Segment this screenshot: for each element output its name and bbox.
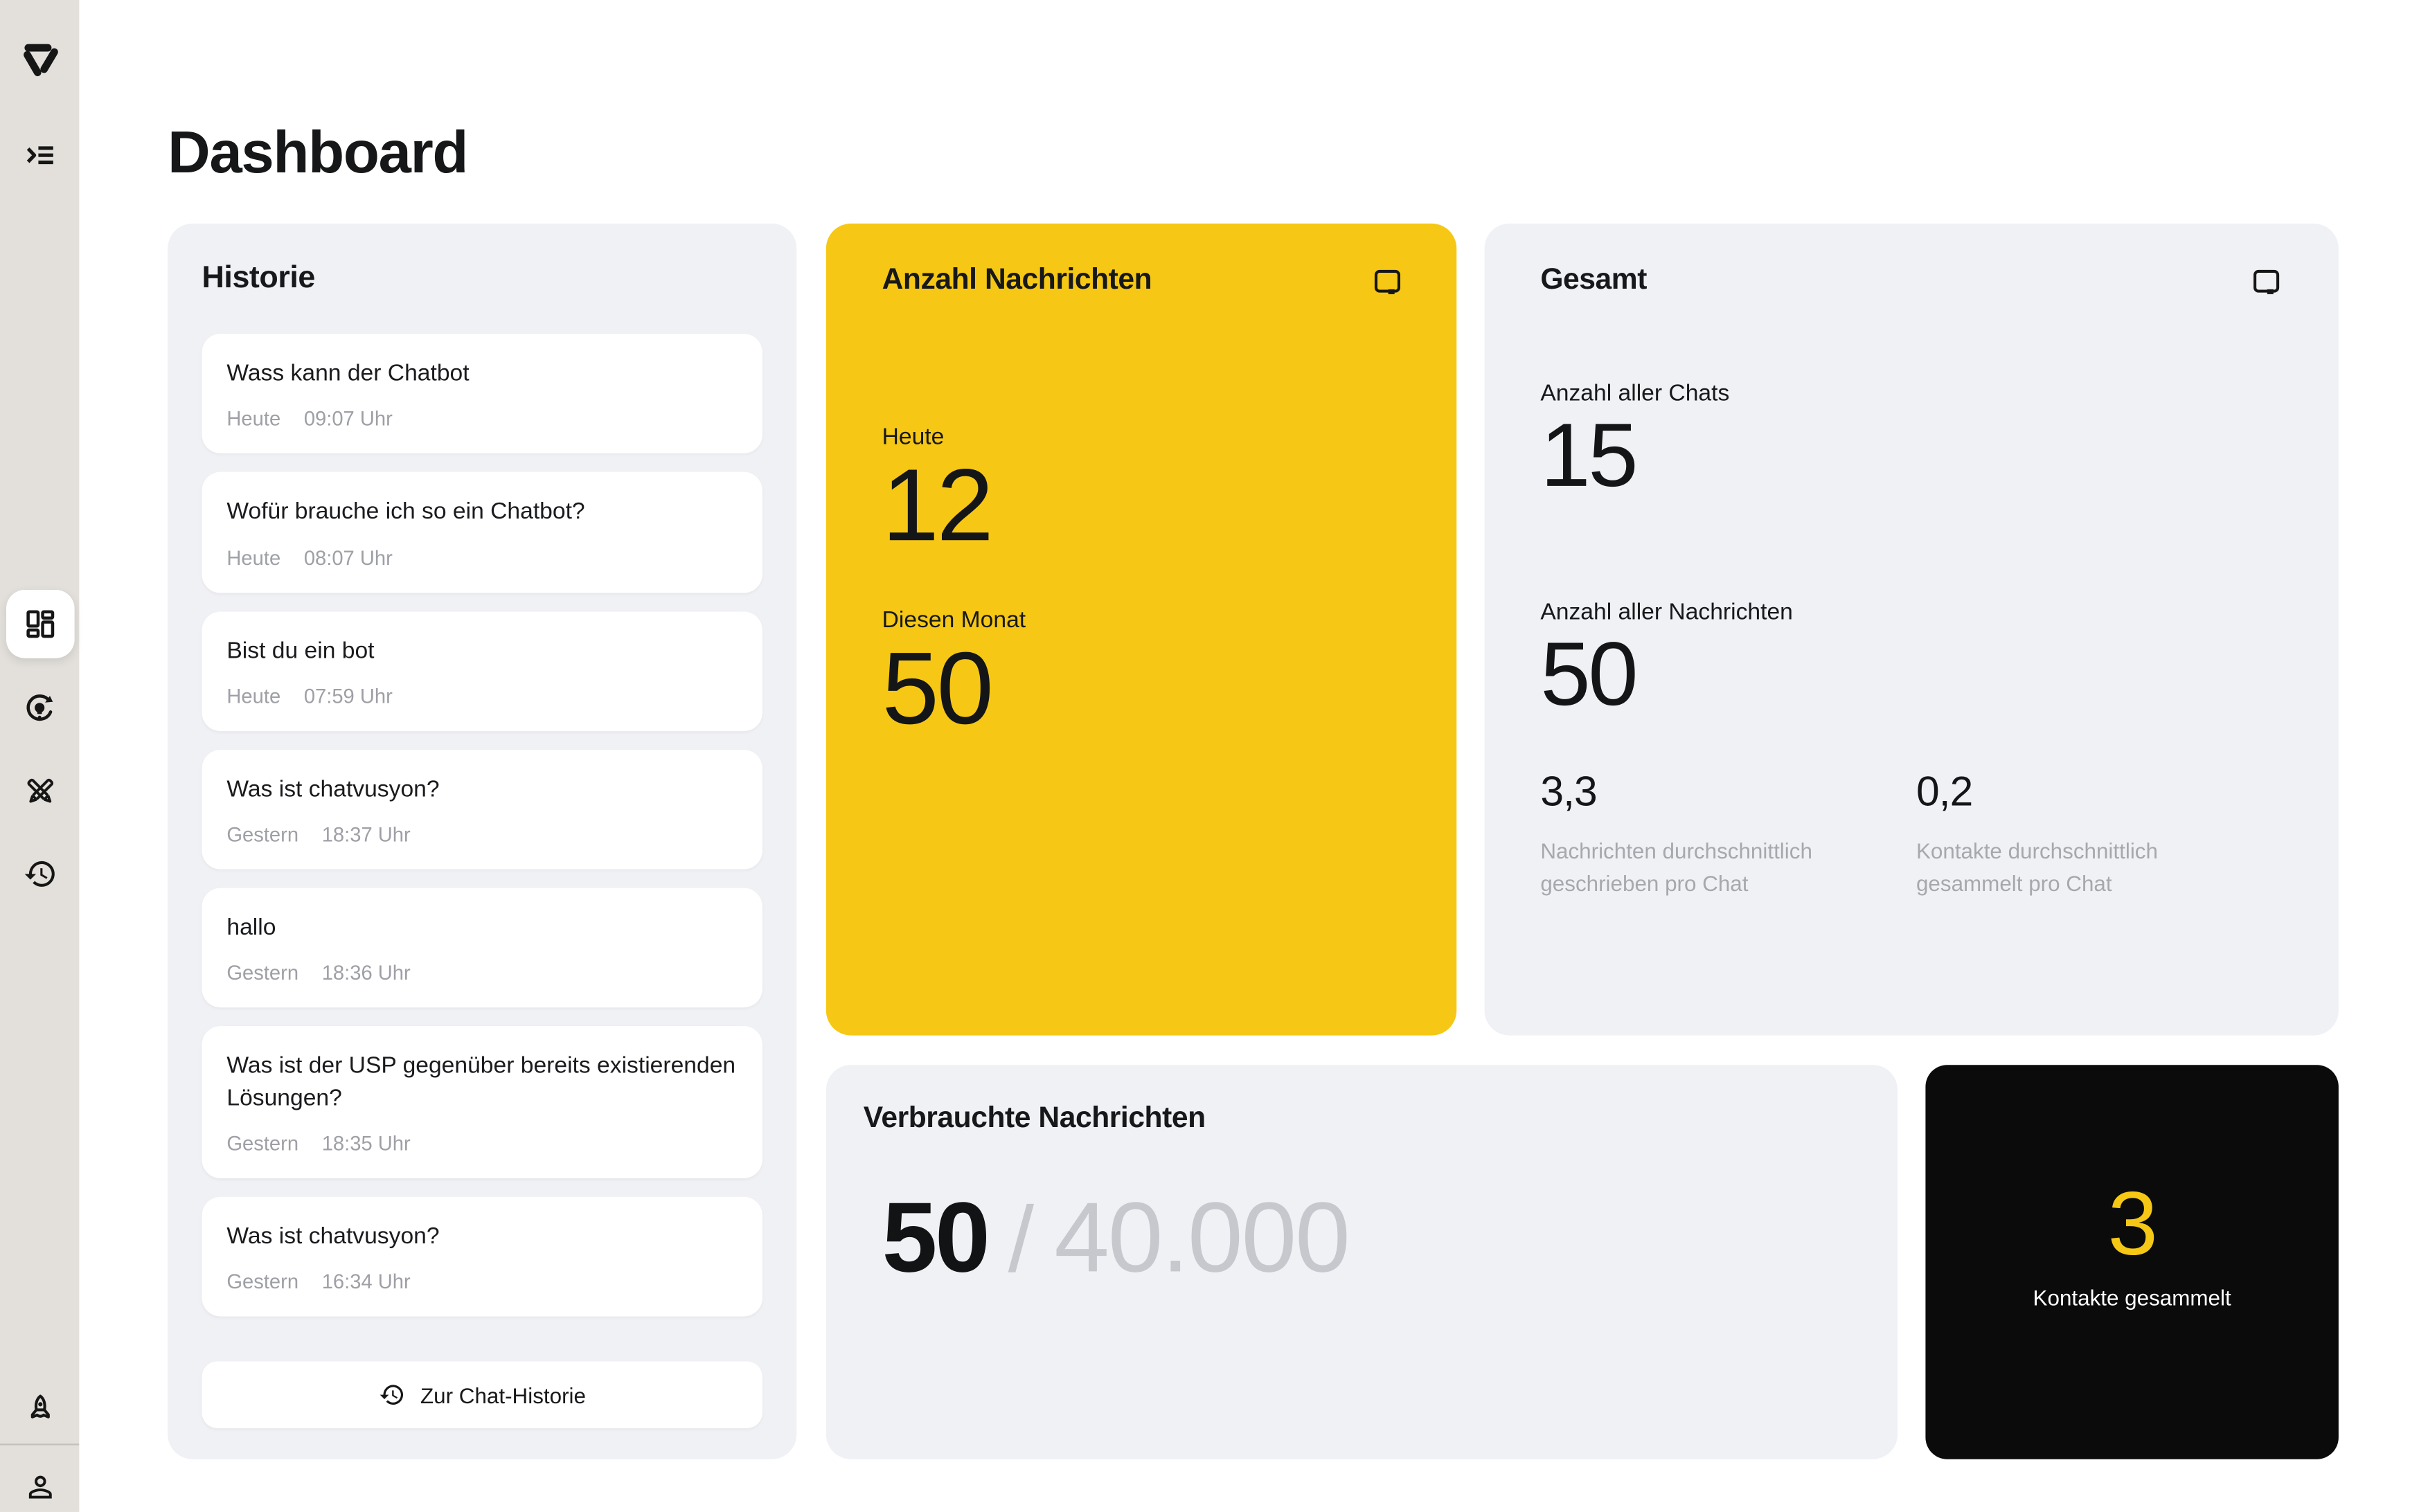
- messages-today-value: 12: [882, 447, 994, 562]
- usage-card-title: Verbrauchte Nachrichten: [863, 1102, 1206, 1135]
- chat-day: Gestern: [226, 1131, 299, 1155]
- brand-logo[interactable]: [12, 31, 68, 87]
- chat-day: Gestern: [226, 822, 299, 847]
- design-tools-icon: [23, 775, 57, 809]
- chat-title: Wass kann der Chatbot: [226, 360, 470, 387]
- usage-used-value: 50: [882, 1181, 990, 1293]
- history-list-item[interactable]: Wofür brauche ich so ein Chatbot? Heute 0…: [202, 472, 762, 593]
- total-chats-value: 15: [1540, 405, 1638, 506]
- messages-card-title: Anzahl Nachrichten: [882, 264, 1152, 297]
- monitor-icon[interactable]: [1368, 264, 1407, 303]
- avg-messages-value: 3,3: [1540, 768, 1597, 815]
- chat-history-button[interactable]: Zur Chat-Historie: [202, 1361, 762, 1428]
- sidebar-item-collapse-menu[interactable]: [6, 121, 74, 190]
- avg-contacts-value: 0,2: [1916, 768, 1973, 815]
- profile-icon: [23, 1470, 57, 1504]
- main-content: Dashboard Historie Wass kann der Chatbot…: [79, 0, 2410, 1512]
- total-messages-value: 50: [1540, 623, 1638, 725]
- contacts-value: 3: [2107, 1173, 2158, 1275]
- chatbot-icon: [21, 690, 57, 726]
- sidebar-divider: [0, 1443, 80, 1446]
- chat-time: 18:37 Uhr: [321, 822, 411, 847]
- contacts-label: Kontakte gesammelt: [2033, 1286, 2231, 1311]
- avg-messages-caption: Nachrichten durchschnittlich geschrieben…: [1540, 837, 1812, 897]
- monitor-icon[interactable]: [2247, 264, 2286, 303]
- rocket-icon: [23, 1392, 57, 1426]
- sidebar-item-history[interactable]: [6, 840, 74, 908]
- chat-day: Heute: [226, 407, 281, 431]
- chat-time: 08:07 Uhr: [303, 546, 393, 569]
- chat-time: 16:34 Uhr: [321, 1270, 411, 1293]
- chat-day: Heute: [226, 684, 281, 708]
- chat-title: Was ist der USP gegenüber bereits existi…: [226, 1052, 736, 1111]
- avg-messages-block: 3,3 Nachrichten durchschnittlich geschri…: [1540, 768, 1916, 902]
- usage-separator: /: [1008, 1187, 1035, 1292]
- today-label: Heute: [882, 424, 945, 451]
- chat-time: 09:07 Uhr: [303, 407, 393, 431]
- usage-card: Verbrauchte Nachrichten 50 / 40.000: [825, 1065, 1898, 1459]
- chat-day: Gestern: [226, 1270, 299, 1293]
- total-messages-label: Anzahl aller Nachrichten: [1540, 599, 1793, 626]
- history-list-item[interactable]: Was ist chatvusyon? Gestern 18:37 Uhr: [202, 749, 762, 870]
- history-icon: [378, 1382, 404, 1408]
- avg-contacts-block: 0,2 Kontakte durchschnittlich gesammelt …: [1916, 768, 2286, 902]
- history-card-title: Historie: [202, 260, 315, 296]
- history-list-item[interactable]: Was ist chatvusyon? Gestern 16:34 Uhr: [202, 1196, 762, 1317]
- contacts-card: 3 Kontakte gesammelt: [1925, 1065, 2339, 1459]
- month-label: Diesen Monat: [882, 607, 1026, 634]
- page-title: Dashboard: [168, 121, 468, 188]
- history-icon: [23, 857, 57, 891]
- history-card: Historie Wass kann der Chatbot Heute 09:0…: [168, 223, 797, 1459]
- history-list: Wass kann der Chatbot Heute 09:07 Uhr Wof…: [202, 334, 762, 1340]
- chat-time: 18:36 Uhr: [321, 961, 411, 985]
- brand-logo-icon: [17, 36, 63, 82]
- history-list-item[interactable]: Bist du ein bot Heute 07:59 Uhr: [202, 611, 762, 731]
- sidebar-item-dashboard[interactable]: [5, 590, 74, 658]
- chat-day: Gestern: [226, 961, 299, 985]
- chat-day: Heute: [226, 546, 281, 569]
- history-list-item[interactable]: Wass kann der Chatbot Heute 09:07 Uhr: [202, 334, 762, 454]
- messages-month-value: 50: [882, 630, 994, 746]
- sidebar-item-profile[interactable]: [6, 1453, 74, 1512]
- avg-contacts-caption: Kontakte durchschnittlich gesammelt pro …: [1916, 837, 2158, 897]
- collapse-menu-icon: [23, 138, 57, 172]
- chat-title: Was ist chatvusyon?: [226, 1223, 440, 1250]
- chat-history-button-label: Zur Chat-Historie: [420, 1382, 587, 1407]
- sidebar-item-chatbot[interactable]: [6, 674, 74, 742]
- sidebar-item-rocket[interactable]: [6, 1376, 74, 1444]
- chat-time: 18:35 Uhr: [321, 1131, 411, 1155]
- messages-count-card: Anzahl Nachrichten Heute 12 Diesen Monat…: [825, 223, 1457, 1036]
- chat-title: Bist du ein bot: [226, 637, 375, 664]
- total-chats-label: Anzahl aller Chats: [1540, 380, 1730, 407]
- history-list-item[interactable]: hallo Gestern 18:36 Uhr: [202, 888, 762, 1008]
- usage-limit-value: 40.000: [1054, 1181, 1350, 1293]
- sidebar-item-design-tools[interactable]: [6, 757, 74, 826]
- dashboard-icon: [23, 607, 57, 641]
- totals-card-title: Gesamt: [1540, 264, 1647, 297]
- history-list-item[interactable]: Was ist der USP gegenüber bereits existi…: [202, 1026, 762, 1178]
- sidebar: [0, 0, 80, 1512]
- chat-title: hallo: [226, 914, 276, 941]
- totals-card: Gesamt Anzahl aller Chats 15 Anzahl alle…: [1484, 223, 2339, 1036]
- chat-title: Wofür brauche ich so ein Chatbot?: [226, 498, 585, 525]
- chat-title: Was ist chatvusyon?: [226, 775, 440, 802]
- chat-time: 07:59 Uhr: [303, 684, 393, 708]
